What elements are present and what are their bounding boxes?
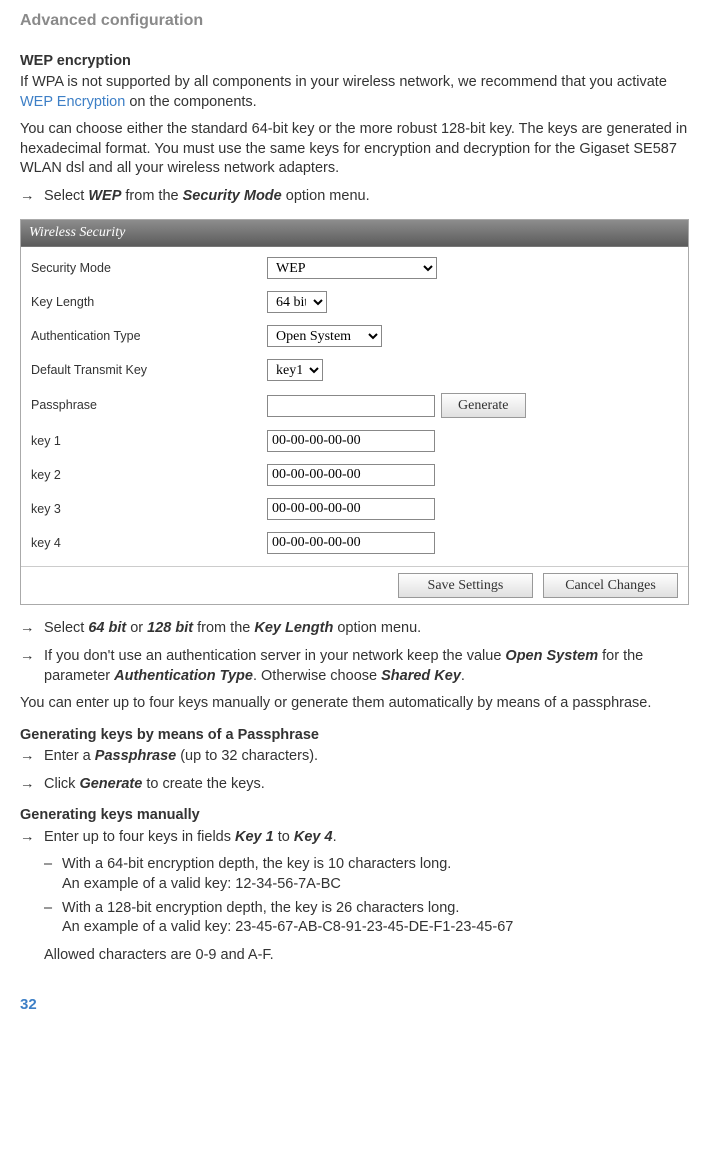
- bold-128bit: 128 bit: [147, 620, 193, 636]
- wep-intro-2: You can choose either the standard 64-bi…: [20, 120, 689, 179]
- bold-keylength: Key Length: [254, 620, 333, 636]
- bold-security-mode: Security Mode: [183, 188, 282, 204]
- row-key1: key 1: [31, 430, 678, 452]
- text: on the components.: [125, 94, 256, 110]
- bold-auth-type: Authentication Type: [114, 668, 253, 684]
- save-settings-button[interactable]: Save Settings: [398, 573, 533, 598]
- text: Select: [44, 620, 88, 636]
- bold-64bit: 64 bit: [88, 620, 126, 636]
- label-key2: key 2: [31, 467, 267, 484]
- wep-encryption-link[interactable]: WEP Encryption: [20, 94, 125, 110]
- text: If WPA is not supported by all component…: [20, 74, 667, 90]
- text: option menu.: [333, 620, 421, 636]
- row-security-mode: Security Mode WEP: [31, 257, 678, 279]
- instruction-enter-keys: Enter up to four keys in fields Key 1 to…: [20, 828, 689, 848]
- manual-section-title: Generating keys manually: [20, 806, 689, 826]
- input-key2[interactable]: [267, 464, 435, 486]
- text: With a 128-bit encryption depth, the key…: [62, 900, 459, 916]
- label-passphrase: Passphrase: [31, 397, 267, 414]
- passphrase-section-title: Generating keys by means of a Passphrase: [20, 726, 689, 746]
- row-key2: key 2: [31, 464, 678, 486]
- text: With a 64-bit encryption depth, the key …: [62, 856, 451, 872]
- label-default-key: Default Transmit Key: [31, 362, 267, 379]
- bold-key1: Key 1: [235, 829, 274, 845]
- text: Click: [44, 776, 79, 792]
- text: Enter a: [44, 748, 95, 764]
- allowed-chars: Allowed characters are 0-9 and A-F.: [20, 946, 689, 966]
- instruction-auth-type: If you don't use an authentication serve…: [20, 647, 689, 686]
- generate-button[interactable]: Generate: [441, 393, 526, 418]
- row-key4: key 4: [31, 532, 678, 554]
- input-key1[interactable]: [267, 430, 435, 452]
- instruction-enter-passphrase: Enter a Passphrase (up to 32 characters)…: [20, 747, 689, 767]
- instruction-click-generate: Click Generate to create the keys.: [20, 775, 689, 795]
- input-passphrase[interactable]: [267, 395, 435, 417]
- text: .: [461, 668, 465, 684]
- label-key3: key 3: [31, 501, 267, 518]
- bold-key4: Key 4: [294, 829, 333, 845]
- bold-wep: WEP: [88, 188, 121, 204]
- text: An example of a valid key: 23-45-67-AB-C…: [62, 919, 513, 935]
- panel-footer: Save Settings Cancel Changes: [21, 566, 688, 604]
- text: . Otherwise choose: [253, 668, 381, 684]
- text: .: [333, 829, 337, 845]
- select-auth-type[interactable]: Open System: [267, 325, 382, 347]
- label-key1: key 1: [31, 433, 267, 450]
- row-passphrase: Passphrase Generate: [31, 393, 678, 418]
- text: from the: [193, 620, 254, 636]
- wireless-security-panel: Wireless Security Security Mode WEP Key …: [20, 219, 689, 606]
- text: Select: [44, 188, 88, 204]
- bold-generate: Generate: [79, 776, 142, 792]
- select-key-length[interactable]: 64 bit: [267, 291, 327, 313]
- bold-shared-key: Shared Key: [381, 668, 461, 684]
- label-key4: key 4: [31, 535, 267, 552]
- label-security-mode: Security Mode: [31, 260, 267, 277]
- text: option menu.: [282, 188, 370, 204]
- text: to create the keys.: [142, 776, 265, 792]
- page-number: 32: [20, 995, 689, 1015]
- bold-passphrase: Passphrase: [95, 748, 176, 764]
- label-auth-type: Authentication Type: [31, 328, 267, 345]
- wep-intro-1: If WPA is not supported by all component…: [20, 73, 689, 112]
- instruction-select-wep: Select WEP from the Security Mode option…: [20, 187, 689, 207]
- text: to: [274, 829, 294, 845]
- wep-title: WEP encryption: [20, 52, 689, 72]
- bold-open-system: Open System: [505, 648, 598, 664]
- text: An example of a valid key: 12-34-56-7A-B…: [62, 876, 341, 892]
- input-key3[interactable]: [267, 498, 435, 520]
- row-key-length: Key Length 64 bit: [31, 291, 678, 313]
- select-security-mode[interactable]: WEP: [267, 257, 437, 279]
- row-default-key: Default Transmit Key key1: [31, 359, 678, 381]
- instruction-select-keylength: Select 64 bit or 128 bit from the Key Le…: [20, 619, 689, 639]
- note-64bit: With a 64-bit encryption depth, the key …: [44, 855, 689, 894]
- auto-key-note: You can enter up to four keys manually o…: [20, 694, 689, 714]
- panel-body: Security Mode WEP Key Length 64 bit Auth…: [21, 247, 688, 554]
- key-length-notes: With a 64-bit encryption depth, the key …: [20, 855, 689, 937]
- page-header: Advanced configuration: [20, 10, 689, 32]
- text: from the: [121, 188, 182, 204]
- row-key3: key 3: [31, 498, 678, 520]
- text: Enter up to four keys in fields: [44, 829, 235, 845]
- note-128bit: With a 128-bit encryption depth, the key…: [44, 899, 689, 938]
- panel-title: Wireless Security: [21, 220, 688, 248]
- text: or: [126, 620, 147, 636]
- text: (up to 32 characters).: [176, 748, 318, 764]
- label-key-length: Key Length: [31, 294, 267, 311]
- cancel-changes-button[interactable]: Cancel Changes: [543, 573, 678, 598]
- text: If you don't use an authentication serve…: [44, 648, 505, 664]
- select-default-key[interactable]: key1: [267, 359, 323, 381]
- input-key4[interactable]: [267, 532, 435, 554]
- row-auth-type: Authentication Type Open System: [31, 325, 678, 347]
